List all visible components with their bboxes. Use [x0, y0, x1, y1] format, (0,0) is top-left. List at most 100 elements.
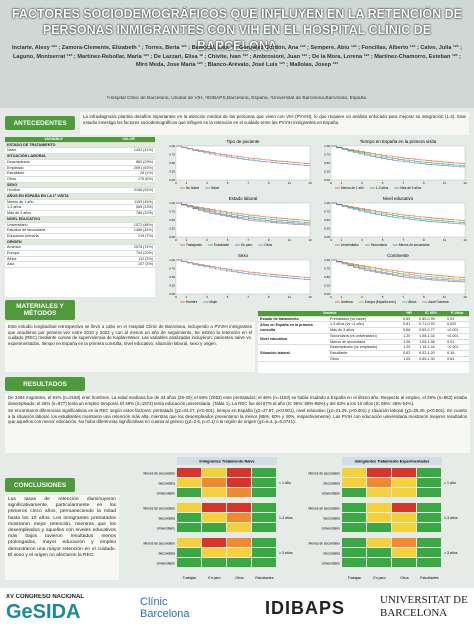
row: Situación laboral Desempleado (vs emplead… — [258, 344, 469, 363]
group-label: 1-3 años — [279, 516, 293, 520]
heat-cell — [342, 538, 366, 547]
heat-cell — [227, 503, 251, 512]
y-tick-label: 0.00 — [324, 235, 330, 239]
row: Desempleado 862 (29%) — [5, 159, 155, 166]
heat-cell — [252, 513, 276, 522]
cell: América — [5, 244, 103, 252]
paragraph: Se encontraron diferencias significativa… — [8, 408, 467, 425]
cell: 2091 (63%) — [102, 165, 155, 172]
cell: Estudiante — [5, 170, 103, 177]
legend-label: África — [408, 300, 416, 304]
y-tick-label: 0.50 — [324, 161, 330, 165]
x-tick-label: 11 — [443, 295, 446, 299]
section-title: SITUACIÓN LABORAL — [5, 153, 155, 160]
heat-cell — [417, 513, 441, 522]
column-label: En paro — [208, 576, 220, 580]
x-tick-label: 7 — [247, 295, 249, 299]
legend-label: Naive — [211, 186, 219, 190]
cell: Empleado — [5, 165, 103, 172]
heat-cell — [227, 488, 251, 497]
cell: 219 (7%) — [102, 233, 155, 240]
heat-cell — [392, 478, 416, 487]
cell: 0.80-0.99 — [417, 316, 446, 323]
heat-cell — [392, 513, 416, 522]
heat-cell — [392, 468, 416, 477]
heat-cell — [252, 468, 276, 477]
y-tick-label: 0.25 — [324, 227, 330, 231]
x-tick-label: 5 — [382, 295, 384, 299]
x-tick-label: 5 — [382, 181, 384, 185]
section-heading: CONCLUSIONES — [5, 478, 75, 492]
cell: África — [5, 256, 103, 263]
cell: 0.32-1.20 — [417, 350, 446, 357]
heat-cell — [202, 503, 226, 512]
cell: 0.62 — [401, 350, 418, 357]
heat-cell — [227, 538, 251, 547]
heat-cell — [417, 548, 441, 557]
section-title: ESTADO DE TRATAMIENTO — [5, 142, 155, 149]
survival-curve — [331, 145, 466, 168]
row: Europa 704 (20%) — [5, 250, 155, 257]
survival-curve — [176, 145, 311, 166]
cell: 0.89 — [401, 316, 418, 323]
group-label: < 1 año — [279, 481, 291, 485]
column-header: VARIABLE — [5, 137, 103, 143]
row: Menos de 1 año 1153 (45%) — [5, 199, 155, 206]
heat-cell — [177, 488, 201, 497]
x-tick-label: 1 — [185, 238, 187, 242]
heat-cell — [342, 548, 366, 557]
logo-text: UNIVERSITAT DE BARCELONA — [380, 594, 468, 619]
heat-cell — [342, 513, 366, 522]
heat-cell — [252, 558, 276, 567]
section-row: AÑOS EN ESPAÑA EN LA 1ª VISITA — [5, 193, 155, 200]
cell: 3168 (91%) — [102, 187, 155, 195]
legend-label: Asia+Oceanía — [428, 300, 448, 304]
x-tick-label: 9 — [268, 238, 270, 242]
cell: 1153 (45%) — [102, 199, 155, 206]
legend-label: 1-3 años — [376, 186, 389, 190]
survival-curve — [176, 202, 311, 226]
table-title-bg — [177, 457, 277, 465]
heat-cell — [367, 488, 391, 497]
y-tick-label: 0.00 — [169, 235, 175, 239]
footer: XV CONGRESO NACIONAL GeSIDA Clínic Barce… — [0, 588, 474, 630]
row-label: Secundaria — [323, 482, 340, 486]
heat-cell — [342, 523, 366, 532]
cell: Europa — [5, 250, 103, 257]
heat-cell — [177, 513, 201, 522]
heat-cell — [417, 503, 441, 512]
row-label: Menos de secundario — [308, 542, 340, 546]
legend-label: Universitario — [341, 243, 359, 247]
logo-text: XV CONGRESO NACIONAL — [6, 594, 85, 600]
heatmap: Inmigrantes Tratamiento Naïve < 1 año Meno… — [143, 457, 458, 580]
table-body: Variable HR IC 95% P-Valor Estado de tratami… — [258, 311, 469, 363]
heat-cell — [227, 548, 251, 557]
survival-curve — [331, 259, 466, 283]
panel-title: Continente — [387, 253, 409, 258]
row-label: Universitario — [322, 562, 340, 566]
column-header: P-Valor — [445, 311, 469, 317]
cell: 0.01 — [445, 339, 469, 346]
x-tick-label: 1 — [185, 181, 187, 185]
cell: 0.64 — [445, 356, 469, 363]
panel-title: Tiempo en España en la primera visita — [360, 139, 437, 144]
heat-cell — [177, 548, 201, 557]
column-label: Otros — [400, 576, 409, 580]
group-name: Nivel educativo — [258, 333, 328, 346]
y-tick-label: 1.00 — [169, 201, 175, 205]
row-label: Secundaria — [323, 517, 340, 521]
heat-cell — [417, 478, 441, 487]
heat-cell — [177, 558, 201, 567]
table: VARIABLE VALOR ESTADO DE TRATAMIENTO Naive 1… — [5, 137, 155, 297]
y-tick-label: 1.00 — [169, 144, 175, 148]
heat-cell — [252, 523, 276, 532]
column-label: Trabajan — [183, 576, 197, 580]
header-row: VARIABLE VALOR — [5, 137, 155, 143]
cell: Desempleado (vs empleado) — [328, 344, 402, 351]
y-tick-label: 0.75 — [169, 210, 175, 214]
cell: 26 (1%) — [102, 170, 155, 177]
heat-cell — [417, 488, 441, 497]
group-label: < 1 año — [444, 481, 456, 485]
cell: 785 (32%) — [102, 210, 155, 217]
x-tick-label: 5 — [227, 181, 229, 185]
